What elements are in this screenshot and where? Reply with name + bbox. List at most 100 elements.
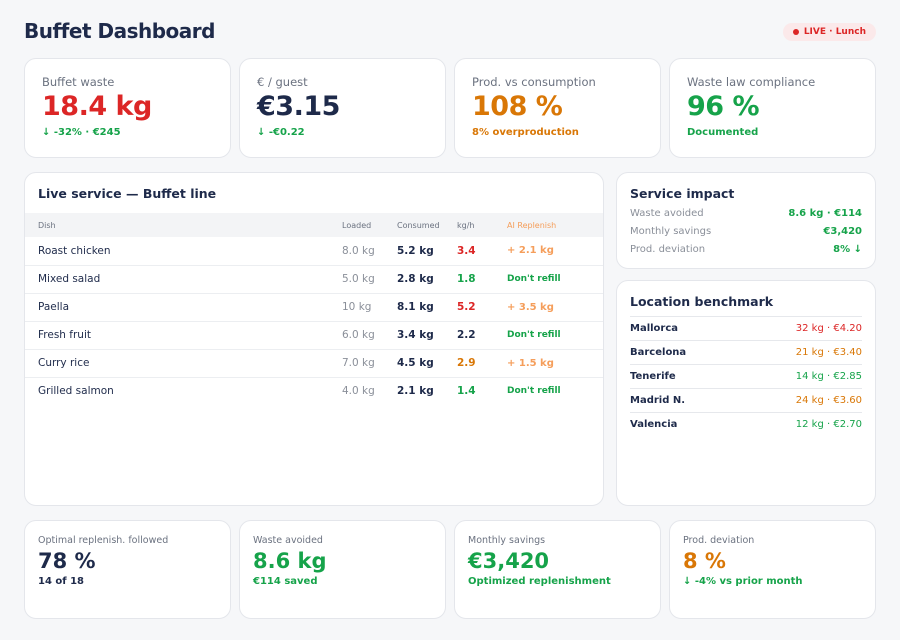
summary-sub: Optimized replenishment — [468, 576, 611, 587]
live-badge-label: LIVE · Lunch — [803, 27, 866, 37]
impact-row: Prod. deviation 8% ↓ — [630, 240, 862, 258]
consumed: 8.1 kg — [397, 293, 457, 322]
loaded: 6.0 kg — [342, 321, 397, 350]
benchmark-row[interactable]: Mallorca 32 kg · €4.20 — [630, 316, 862, 340]
impact-label: Monthly savings — [630, 225, 712, 237]
summary-label: Waste avoided — [253, 535, 323, 546]
ai-replenish: + 1.5 kg — [507, 349, 603, 378]
loaded: 5.0 kg — [342, 265, 397, 294]
panel-title: Live service — Buffet line — [38, 186, 217, 201]
dish-name: Curry rice — [25, 349, 342, 378]
location-value: 14 kg · €2.85 — [795, 371, 862, 382]
service-impact-panel: Service impact Waste avoided 8.6 kg · €11… — [616, 172, 876, 269]
kpi-value: 108 % — [472, 91, 563, 122]
summary-sub: ↓ -4% vs prior month — [683, 576, 803, 587]
loaded: 4.0 kg — [342, 385, 375, 398]
consumed: 3.4 kg — [397, 321, 457, 350]
table-row[interactable]: Grilled salmon 4.0 kg 2.1 kg 1.4 Don't r… — [25, 377, 603, 405]
col-ai-replenish: AI Replenish — [507, 213, 603, 237]
benchmark-row[interactable]: Barcelona 21 kg · €3.40 — [630, 340, 862, 364]
location-name: Mallorca — [630, 323, 679, 334]
kpi-value: 96 % — [687, 91, 760, 122]
dish-name: Roast chicken — [25, 237, 342, 266]
location-value: 32 kg · €4.20 — [795, 323, 862, 334]
kpi-sub: ↓ -32% · €245 — [42, 127, 121, 138]
summary-card: Waste avoided 8.6 kg €114 saved — [239, 520, 446, 619]
consumed: 2.8 kg — [397, 265, 457, 294]
rate: 2.9 — [457, 349, 507, 378]
ai-replenish: Don't refill — [507, 386, 561, 397]
location-name: Madrid N. — [630, 395, 686, 406]
live-service-panel: Live service — Buffet line Dish Loaded C… — [24, 172, 604, 506]
impact-value: 8.6 kg · €114 — [788, 207, 862, 219]
live-dot-icon — [792, 29, 799, 35]
location-name: Valencia — [630, 419, 678, 430]
ai-replenish: + 3.5 kg — [507, 293, 603, 322]
dish-name: Grilled salmon — [38, 385, 114, 398]
col-dish: Dish — [25, 213, 342, 237]
consumed: 5.2 kg — [397, 237, 457, 266]
impact-row: Monthly savings €3,420 — [630, 222, 862, 240]
table-row[interactable]: Curry rice 7.0 kg 4.5 kg 2.9 + 1.5 kg — [25, 349, 603, 378]
kpi-value: €3.15 — [257, 91, 340, 122]
location-value: 21 kg · €3.40 — [795, 347, 862, 358]
kpi-label: € / guest — [257, 75, 308, 89]
impact-label: Waste avoided — [630, 207, 704, 219]
consumed: 4.5 kg — [397, 349, 457, 378]
rate: 2.2 — [457, 321, 507, 350]
consumed: 2.1 kg — [397, 385, 434, 398]
location-benchmark-panel: Location benchmark Mallorca 32 kg · €4.20… — [616, 280, 876, 506]
dish-table: Dish Loaded Consumed kg/h AI Replenish R… — [25, 213, 603, 405]
col-loaded: Loaded — [342, 213, 397, 237]
kpi-card: € / guest €3.15 ↓ -€0.22 — [239, 58, 446, 158]
summary-card: Monthly savings €3,420 Optimized repleni… — [454, 520, 661, 619]
ai-replenish: + 2.1 kg — [507, 237, 603, 266]
summary-sub: 14 of 18 — [38, 576, 85, 587]
kpi-sub: 8% overproduction — [472, 127, 579, 138]
benchmark-row[interactable]: Madrid N. 24 kg · €3.60 — [630, 388, 862, 412]
kpi-sub: Documented — [687, 127, 759, 138]
table-row[interactable]: Fresh fruit 6.0 kg 3.4 kg 2.2 Don't refi… — [25, 321, 603, 350]
kpi-card: Buffet waste 18.4 kg ↓ -32% · €245 — [24, 58, 231, 158]
summary-label: Monthly savings — [468, 535, 546, 546]
loaded: 10 kg — [342, 293, 397, 322]
location-name: Barcelona — [630, 347, 687, 358]
impact-row: Waste avoided 8.6 kg · €114 — [630, 204, 862, 222]
rate: 1.8 — [457, 265, 507, 294]
summary-value: 8 % — [683, 549, 726, 573]
dish-name: Fresh fruit — [25, 321, 342, 350]
impact-value: €3,420 — [823, 225, 862, 237]
summary-label: Optimal replenish. followed — [38, 535, 169, 546]
summary-label: Prod. deviation — [683, 535, 755, 546]
summary-sub: €114 saved — [253, 576, 318, 587]
summary-value: 78 % — [38, 549, 96, 573]
kpi-card: Waste law compliance 96 % Documented — [669, 58, 876, 158]
rate: 1.4 — [457, 385, 476, 398]
panel-title: Location benchmark — [630, 294, 774, 309]
rate: 5.2 — [457, 293, 507, 322]
kpi-label: Buffet waste — [42, 75, 115, 89]
location-name: Tenerife — [630, 371, 676, 382]
summary-value: €3,420 — [468, 549, 550, 573]
page-title: Buffet Dashboard — [24, 19, 215, 43]
kpi-value: 18.4 kg — [42, 91, 152, 122]
benchmark-row[interactable]: Valencia 12 kg · €2.70 — [630, 412, 862, 436]
ai-replenish: Don't refill — [507, 321, 603, 350]
loaded: 8.0 kg — [342, 237, 397, 266]
table-row[interactable]: Mixed salad 5.0 kg 2.8 kg 1.8 Don't refi… — [25, 265, 603, 294]
location-value: 12 kg · €2.70 — [795, 419, 862, 430]
kpi-card: Prod. vs consumption 108 % 8% overproduc… — [454, 58, 661, 158]
kpi-label: Waste law compliance — [687, 75, 816, 89]
rate: 3.4 — [457, 237, 507, 266]
table-row[interactable]: Paella 10 kg 8.1 kg 5.2 + 3.5 kg — [25, 293, 603, 322]
location-value: 24 kg · €3.60 — [795, 395, 862, 406]
impact-label: Prod. deviation — [630, 243, 706, 255]
col-rate: kg/h — [457, 213, 507, 237]
benchmark-row[interactable]: Tenerife 14 kg · €2.85 — [630, 364, 862, 388]
table-row[interactable]: Roast chicken 8.0 kg 5.2 kg 3.4 + 2.1 kg — [25, 237, 603, 266]
panel-title: Service impact — [630, 186, 735, 201]
kpi-label: Prod. vs consumption — [472, 75, 596, 89]
impact-value: 8% ↓ — [833, 243, 862, 255]
ai-replenish: Don't refill — [507, 265, 603, 294]
col-consumed: Consumed — [397, 213, 457, 237]
